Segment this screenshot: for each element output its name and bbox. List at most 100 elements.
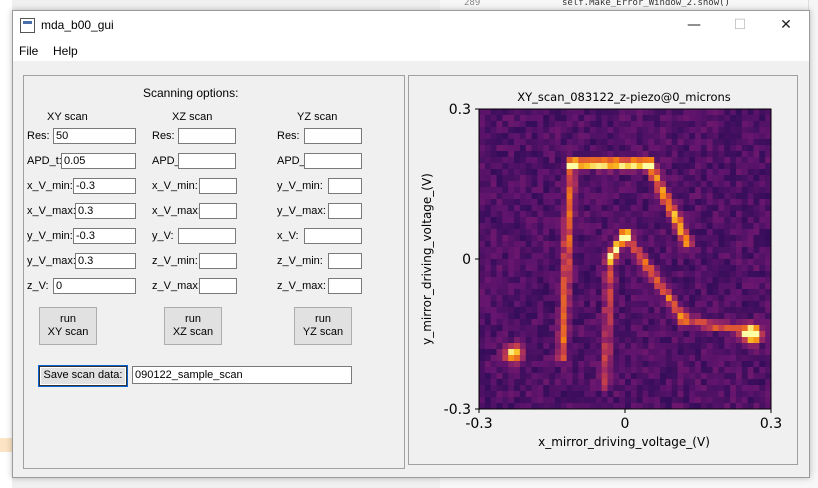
maximize-button[interactable]: ☐ xyxy=(733,17,747,33)
close-button[interactable]: ✕ xyxy=(780,17,792,33)
heatmap-cell xyxy=(654,121,661,128)
heatmap-cell xyxy=(607,247,614,254)
heatmap-cell xyxy=(525,277,532,284)
heatmap-cell xyxy=(671,295,678,302)
heatmap-cell xyxy=(654,355,661,362)
run-xz-scan-button[interactable]: run XZ scan xyxy=(164,307,222,345)
menu-help[interactable]: Help xyxy=(53,44,78,58)
heatmap-cell xyxy=(712,271,719,278)
heatmap-cell xyxy=(730,385,737,392)
heatmap-cell xyxy=(502,277,509,284)
heatmap-cell xyxy=(607,391,614,398)
heatmap-cell xyxy=(636,223,643,230)
title-bar[interactable]: mda_b00_gui — ☐ ✕ xyxy=(13,11,809,41)
xz-field-input[interactable] xyxy=(178,228,236,244)
run-yz-scan-button[interactable]: run YZ scan xyxy=(294,307,352,345)
heatmap-cell xyxy=(735,337,743,344)
heatmap-cell xyxy=(671,349,678,356)
xz-field-input[interactable] xyxy=(199,278,237,294)
heatmap-cell xyxy=(753,331,760,338)
heatmap-cell xyxy=(490,259,497,266)
heatmap-cell xyxy=(566,307,573,314)
heatmap-cell xyxy=(514,127,521,134)
heatmap-cell xyxy=(753,187,760,194)
heatmap-cell xyxy=(560,253,567,260)
heatmap-cell xyxy=(642,169,649,176)
yz-field-input[interactable] xyxy=(304,128,362,144)
yz-field-input[interactable] xyxy=(304,153,362,169)
xy-field-input[interactable]: 0.3 xyxy=(75,253,136,269)
heatmap-cell xyxy=(508,157,515,164)
xy-field-input[interactable]: 0.05 xyxy=(61,153,136,169)
xz-field-input[interactable] xyxy=(199,178,237,194)
xz-field-input[interactable] xyxy=(178,153,236,169)
heatmap-cell xyxy=(741,247,749,254)
heatmap-cell xyxy=(531,187,538,194)
heatmap-cell xyxy=(589,337,597,344)
heatmap-cell xyxy=(484,181,492,188)
heatmap-cell xyxy=(479,253,486,260)
heatmap-cell xyxy=(613,211,620,218)
heatmap-cell xyxy=(642,349,649,356)
heatmap-cell xyxy=(543,163,550,170)
heatmap-cell xyxy=(531,205,538,212)
yz-field-input[interactable] xyxy=(328,178,362,194)
xy-field-input[interactable]: 50 xyxy=(53,128,136,144)
heatmap-cell xyxy=(514,331,521,338)
heatmap-cell xyxy=(613,199,620,206)
heatmap-cell xyxy=(619,151,626,158)
heatmap-cell xyxy=(753,163,760,170)
heatmap-cell xyxy=(601,265,608,272)
heatmap-cell xyxy=(619,283,626,290)
heatmap-cell xyxy=(490,301,497,308)
run-xy-scan-button[interactable]: run XY scan xyxy=(39,307,97,345)
xz-field-input[interactable] xyxy=(178,128,236,144)
heatmap-cell xyxy=(648,391,655,398)
heatmap-cell xyxy=(531,229,538,236)
heatmap-cell xyxy=(525,151,532,158)
yz-field-input[interactable] xyxy=(328,278,362,294)
heatmap-cell xyxy=(695,301,702,308)
heatmap-cell xyxy=(630,181,638,188)
minimize-button[interactable]: — xyxy=(687,17,701,33)
heatmap-cell xyxy=(636,175,643,182)
yz-field-input[interactable] xyxy=(304,228,362,244)
heatmap-cell xyxy=(490,121,497,128)
heatmap-cell xyxy=(642,367,649,374)
heatmap-cell xyxy=(508,295,515,302)
heatmap-cell xyxy=(695,115,702,122)
heatmap-cell xyxy=(642,265,649,272)
xy-field-input[interactable]: 0 xyxy=(53,278,136,294)
heatmap-cell xyxy=(554,361,562,368)
heatmap-cell xyxy=(753,211,760,218)
heatmap-cell xyxy=(642,391,649,398)
heatmap-cell xyxy=(724,373,731,380)
heatmap-cell xyxy=(613,283,620,290)
heatmap-cell xyxy=(479,337,486,344)
heatmap-cell xyxy=(630,313,638,320)
xy-field-input[interactable]: 0.3 xyxy=(75,203,136,219)
save-scan-data-button[interactable]: Save scan data: xyxy=(39,366,127,386)
xy-field-input[interactable]: -0.3 xyxy=(73,178,136,194)
xz-field-input[interactable] xyxy=(199,253,237,269)
xz-field-input[interactable] xyxy=(199,203,237,219)
heatmap-cell xyxy=(595,307,603,314)
heatmap-cell xyxy=(584,193,591,200)
heatmap-cell xyxy=(660,121,667,128)
heatmap-cell xyxy=(484,289,492,296)
heatmap-cell xyxy=(648,373,655,380)
heatmap-cell xyxy=(589,229,597,236)
heatmap-cell xyxy=(554,145,562,152)
heatmap-cell xyxy=(660,373,667,380)
menu-file[interactable]: File xyxy=(19,44,39,58)
heatmap-cell xyxy=(601,169,608,176)
yz-field-input[interactable] xyxy=(328,203,362,219)
xy-field-input[interactable]: -0.3 xyxy=(73,228,136,244)
heatmap-cell xyxy=(514,181,521,188)
yz-field-input[interactable] xyxy=(328,253,362,269)
save-filename-input[interactable]: 090122_sample_scan xyxy=(132,366,352,384)
heatmap-cell xyxy=(753,181,760,188)
heatmap-cell xyxy=(560,109,567,116)
heatmap-cell xyxy=(700,109,708,116)
heatmap-cell xyxy=(560,115,567,122)
